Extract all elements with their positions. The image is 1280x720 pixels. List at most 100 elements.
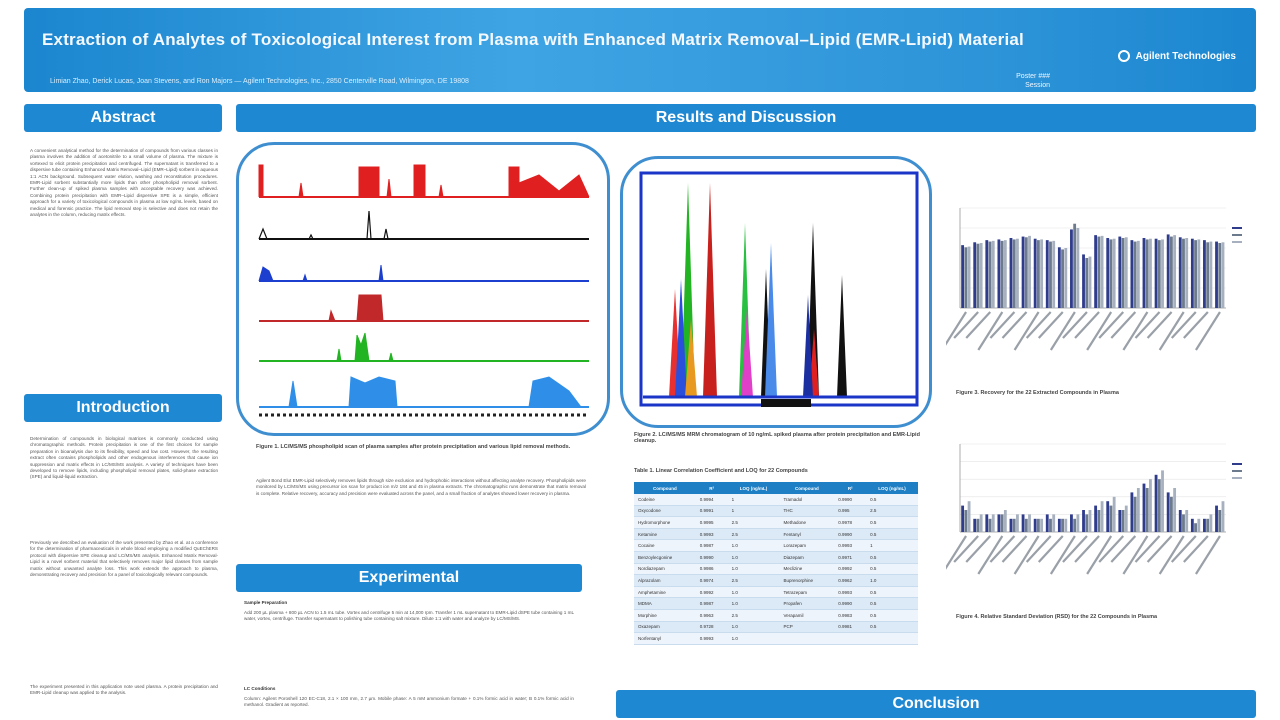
table-body: Codeine 0.9994 1 Tramadol 0.9990 0.5 Oxycodone…	[634, 494, 918, 645]
table-cell: 1.0	[727, 539, 780, 552]
table-cell: Nordiazepam	[634, 563, 696, 576]
bar	[1057, 247, 1061, 308]
bar	[1073, 518, 1077, 532]
bar	[1133, 241, 1137, 308]
bar	[1218, 510, 1222, 532]
table-cell: Morphine	[634, 609, 696, 622]
bar	[1136, 488, 1140, 532]
bar	[967, 246, 971, 308]
mrm-chromatogram	[639, 171, 919, 407]
bar	[1009, 518, 1013, 532]
table-cell: 1.0	[727, 563, 780, 576]
bar	[1166, 492, 1170, 532]
tick-label	[1049, 311, 1076, 351]
tick-label	[1001, 535, 1028, 563]
bar	[1121, 510, 1125, 532]
phospholipid-traces	[258, 164, 590, 417]
bar	[1209, 514, 1213, 532]
table-cell: 0.9990	[695, 551, 728, 564]
tick-label	[1158, 535, 1185, 575]
bar	[1149, 238, 1152, 308]
table-cell: 1.0	[727, 621, 780, 634]
tick-label	[1013, 311, 1040, 351]
logo-text: Agilent Technologies	[1135, 50, 1236, 62]
bar	[1178, 510, 1182, 532]
experimental-text-2: Column: Agilent Poroshell 120 EC-C18, 2.…	[244, 696, 574, 708]
table-row: Morphine 0.9963 2.5 Verapamil 0.9983 0.5	[634, 609, 918, 622]
table-cell: Oxycodone	[634, 505, 696, 518]
rsd-bar-chart	[946, 443, 1242, 575]
bar	[973, 242, 977, 308]
poster-authors: Limian Zhao, Derick Lucas, Joan Stevens,…	[50, 78, 469, 85]
table-cell: MDMA	[634, 597, 696, 610]
tick-label	[953, 535, 979, 563]
trace-blue	[258, 264, 589, 282]
table-cell: 0.9987	[695, 539, 728, 552]
bar	[1112, 238, 1116, 308]
bar	[1109, 505, 1113, 532]
bar	[1016, 514, 1019, 532]
table-row: Cocaine 0.9987 1.0 Lorazepam 0.9993 1	[634, 539, 918, 552]
table-cell: Amphetamine	[634, 586, 696, 599]
table-cell: Diazepam	[779, 551, 835, 564]
bar	[961, 505, 965, 532]
experimental-heading: Experimental	[236, 564, 582, 592]
table-cell: 0.9993	[695, 528, 728, 541]
phospholipid-chromatogram-panel	[236, 142, 610, 436]
table-row: Oxazepam 0.9728 1.0 PCP 0.9981 0.5	[634, 621, 918, 634]
bar	[1094, 235, 1098, 308]
conclusion-heading: Conclusion	[616, 690, 1256, 718]
tick-label	[953, 311, 979, 339]
bar	[1130, 240, 1134, 308]
company-logo: Agilent Technologies	[1117, 50, 1236, 62]
table-cell: 0.5	[866, 494, 918, 506]
bar	[1040, 239, 1044, 308]
table-cell: 2.5	[727, 574, 780, 587]
bar	[1070, 514, 1073, 532]
spark-logo-icon	[1117, 50, 1130, 62]
table-cell: 0.9963	[695, 609, 728, 622]
bar	[1021, 236, 1025, 308]
table-cell: 0.9992	[695, 586, 728, 599]
trace-darkred	[259, 294, 589, 322]
bar	[1085, 514, 1089, 532]
bar	[1061, 518, 1064, 532]
bar	[1206, 518, 1210, 532]
bar	[1036, 518, 1040, 532]
bar	[1036, 240, 1040, 308]
tick-label	[1098, 311, 1125, 339]
table-row: Ketamine 0.9993 2.5 Fentanyl 0.9990 0.5	[634, 528, 918, 541]
bar	[1203, 240, 1206, 308]
table-row: Codeine 0.9994 1 Tramadol 0.9990 0.5	[634, 494, 918, 506]
bar	[976, 243, 980, 308]
tick-label	[1110, 535, 1137, 563]
table-cell: 0.9974	[695, 574, 728, 587]
table-cell: Tramadol	[779, 494, 835, 506]
tick-label	[1110, 311, 1137, 339]
tick-label	[1086, 535, 1113, 575]
tick-label	[977, 535, 1004, 575]
bar	[1145, 239, 1149, 308]
bar	[1003, 240, 1007, 308]
table-cell: 0.9995	[695, 516, 728, 529]
tick-label	[1049, 535, 1076, 575]
abstract-heading: Abstract	[24, 104, 222, 132]
table-cell: 0.9994	[695, 494, 728, 506]
bar	[997, 514, 1001, 532]
bar	[1106, 501, 1110, 532]
tick-label	[989, 311, 1016, 339]
bar	[1033, 518, 1037, 532]
table-cell: Codeine	[634, 494, 696, 506]
table-1-caption: Table 1. Linear Correlation Coefficient …	[634, 468, 808, 474]
bar	[1094, 505, 1098, 532]
table-cell: 0.9728	[695, 621, 728, 634]
experimental-subhead-2: LC Conditions	[244, 686, 276, 691]
table-cell: 1	[866, 539, 918, 552]
bar	[1203, 518, 1206, 532]
bar	[1157, 240, 1161, 308]
tick-label	[946, 535, 967, 570]
experimental-subhead-1: Sample Preparation	[244, 600, 288, 605]
table-cell: Methadone	[779, 516, 835, 529]
bar	[1133, 496, 1137, 532]
bar	[1100, 235, 1104, 308]
